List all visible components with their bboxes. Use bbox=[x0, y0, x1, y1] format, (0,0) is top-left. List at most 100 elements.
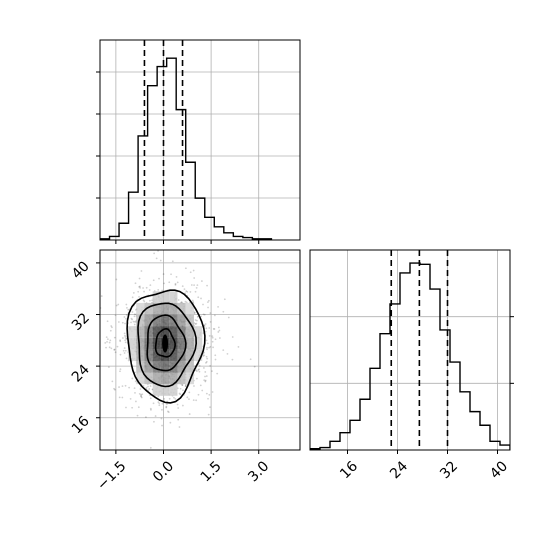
scatter-point bbox=[113, 336, 116, 339]
density-cell bbox=[177, 349, 186, 361]
scatter-point bbox=[200, 315, 203, 318]
scatter-point bbox=[209, 345, 212, 348]
scatter-point bbox=[196, 315, 199, 318]
scatter-point bbox=[117, 321, 120, 323]
scatter-point bbox=[174, 398, 177, 400]
scatter-point bbox=[109, 329, 112, 332]
scatter-point bbox=[184, 267, 187, 270]
scatter-point bbox=[113, 348, 116, 351]
scatter-point bbox=[121, 396, 124, 399]
scatter-point bbox=[134, 282, 137, 285]
scatter-point bbox=[174, 283, 177, 286]
scatter-point bbox=[177, 418, 180, 421]
scatter-point bbox=[107, 366, 110, 368]
scatter-point bbox=[189, 291, 192, 293]
density-ticks bbox=[96, 262, 260, 454]
density-cell bbox=[136, 372, 145, 385]
density-cell bbox=[177, 314, 186, 327]
scatter-point bbox=[177, 407, 180, 409]
scatter-point bbox=[193, 284, 195, 287]
density-cell bbox=[152, 314, 161, 327]
scatter-point bbox=[165, 405, 168, 408]
scatter-point bbox=[182, 389, 184, 392]
scatter-point bbox=[186, 396, 189, 399]
scatter-point bbox=[140, 395, 143, 398]
scatter-point bbox=[181, 384, 184, 386]
scatter-point bbox=[136, 414, 139, 417]
scatter-point bbox=[214, 338, 217, 341]
density-cell bbox=[152, 326, 161, 338]
scatter-point bbox=[195, 370, 198, 373]
scatter-point bbox=[212, 346, 214, 349]
scatter-point bbox=[195, 322, 198, 325]
density-cell bbox=[136, 349, 145, 361]
density-cell bbox=[185, 349, 194, 361]
scatter-point bbox=[115, 278, 118, 281]
scatter-point bbox=[217, 326, 220, 329]
scatter-point bbox=[218, 329, 221, 332]
scatter-point bbox=[192, 399, 195, 401]
scatter-point bbox=[154, 415, 157, 417]
scatter-point bbox=[123, 347, 126, 349]
scatter-point bbox=[194, 290, 197, 293]
density-contours bbox=[126, 289, 206, 404]
density-cell bbox=[177, 372, 186, 385]
scatter-point bbox=[140, 396, 143, 399]
scatter-point bbox=[195, 286, 198, 289]
scatter-point bbox=[122, 349, 125, 352]
density-cell bbox=[193, 326, 203, 338]
scatter-point bbox=[116, 345, 119, 348]
scatter-point bbox=[211, 370, 213, 373]
scatter-point bbox=[165, 403, 168, 405]
scatter-point bbox=[124, 349, 127, 352]
scatter-point bbox=[227, 316, 230, 319]
scatter-point bbox=[142, 299, 145, 302]
scatter-point bbox=[125, 303, 128, 306]
scatter-point bbox=[118, 386, 120, 388]
scatter-point bbox=[222, 310, 225, 313]
scatter-point bbox=[194, 319, 197, 321]
scatter-point bbox=[211, 340, 214, 343]
scatter-point bbox=[110, 325, 113, 327]
scatter-point bbox=[205, 355, 208, 358]
scatter-point bbox=[208, 334, 211, 337]
density-cell bbox=[127, 326, 137, 338]
y-hist-step-line bbox=[310, 262, 510, 450]
density-cell bbox=[127, 349, 137, 361]
scatter-point bbox=[176, 403, 179, 406]
scatter-point bbox=[119, 340, 122, 343]
scatter-point bbox=[119, 339, 121, 342]
density-cell bbox=[152, 384, 161, 396]
scatter-point bbox=[206, 348, 208, 351]
scatter-point bbox=[124, 341, 127, 344]
x-hist-frame bbox=[99, 39, 301, 241]
x-marginal-histogram-panel bbox=[96, 39, 301, 244]
scatter-point bbox=[161, 408, 163, 411]
scatter-point bbox=[167, 411, 170, 414]
density-cell bbox=[185, 337, 194, 350]
scatter-point bbox=[209, 321, 212, 323]
scatter-point bbox=[137, 406, 140, 409]
scatter-point bbox=[204, 375, 206, 378]
density-contour-3 bbox=[154, 327, 176, 358]
scatter-point bbox=[123, 316, 126, 318]
scatter-point bbox=[118, 396, 121, 399]
scatter-point bbox=[249, 358, 252, 361]
scatter-point bbox=[133, 387, 136, 390]
scatter-point bbox=[196, 319, 198, 322]
density-cell bbox=[160, 302, 170, 315]
density-cell bbox=[185, 302, 194, 315]
scatter-point bbox=[193, 385, 195, 387]
scatter-point bbox=[121, 321, 124, 324]
scatter-point bbox=[178, 392, 181, 395]
scatter-point bbox=[113, 388, 116, 391]
density-cell bbox=[177, 302, 186, 315]
density-cell bbox=[169, 326, 178, 338]
scatter-point bbox=[106, 341, 108, 343]
scatter-point bbox=[175, 275, 178, 278]
scatter-point bbox=[124, 336, 127, 338]
scatter-point bbox=[165, 406, 168, 409]
scatter-point bbox=[130, 317, 133, 320]
scatter-point bbox=[184, 385, 187, 388]
scatter-point bbox=[148, 388, 151, 390]
